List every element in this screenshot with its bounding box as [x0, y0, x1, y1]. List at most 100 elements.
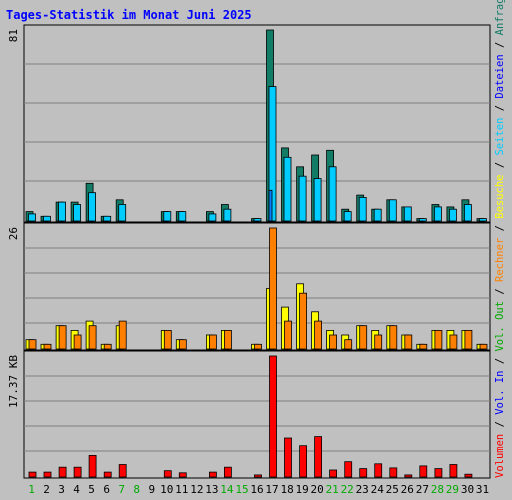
bar [284, 320, 292, 350]
bar [299, 292, 308, 350]
panel-frame [23, 350, 491, 479]
bar [314, 320, 323, 350]
bar [88, 192, 96, 222]
x-tick-label: 29 [446, 483, 459, 496]
x-tick-label: 25 [386, 483, 399, 496]
panel-max-label: 81 [7, 29, 20, 42]
legend-separator: / [494, 352, 506, 371]
x-tick-label: 10 [160, 483, 173, 496]
bar [223, 329, 232, 350]
bar [208, 213, 217, 222]
x-tick-label: 7 [118, 483, 125, 496]
bar [359, 325, 368, 350]
bar [28, 339, 37, 350]
x-tick-label: 13 [205, 483, 218, 496]
x-tick-label: 30 [461, 483, 474, 496]
bar [359, 468, 368, 478]
bar [223, 208, 232, 222]
bar [163, 329, 172, 350]
bar [178, 472, 187, 478]
x-tick-label: 28 [431, 483, 444, 496]
bar [254, 343, 262, 350]
bar [373, 208, 382, 222]
bar [43, 215, 51, 222]
chart-panels: 81 26 17.37 KB [7, 24, 491, 479]
bar [208, 471, 217, 478]
bar [284, 437, 292, 478]
bar [419, 343, 428, 350]
bar [314, 436, 323, 478]
legend-entry: Volumen [494, 434, 506, 478]
bar [103, 471, 112, 478]
bar [389, 325, 398, 350]
bar [88, 454, 97, 478]
x-tick-label: 16 [250, 483, 263, 496]
x-tick-label: 3 [58, 483, 65, 496]
bar [328, 166, 337, 222]
bar [329, 334, 338, 350]
bar [344, 461, 353, 478]
x-tick-label: 22 [341, 483, 354, 496]
bar [269, 227, 277, 350]
bar [374, 463, 383, 478]
x-tick-label: 9 [148, 483, 155, 496]
x-tick-label: 26 [401, 483, 414, 496]
bar [268, 86, 277, 222]
x-tick-label: 24 [371, 483, 385, 496]
bar [73, 204, 81, 222]
panel-visits: 26 [7, 222, 491, 351]
bar [43, 471, 52, 478]
bar [58, 325, 67, 350]
panel-max-label: 17.37 KB [7, 355, 20, 408]
bar [58, 201, 66, 222]
bar [178, 211, 187, 222]
bar [298, 175, 307, 222]
legend-separator: / [494, 282, 506, 301]
bar [269, 355, 277, 478]
bar [268, 189, 273, 222]
bar [418, 218, 427, 222]
bar [118, 320, 127, 350]
bar [404, 474, 413, 478]
bar [253, 218, 262, 222]
bar [118, 204, 127, 222]
panel-requests: 81 [7, 24, 491, 223]
bar [433, 206, 442, 222]
x-tick-label: 5 [88, 483, 95, 496]
series-rechner [28, 227, 488, 350]
bar [88, 325, 97, 350]
panel-max-label: 26 [7, 227, 20, 240]
bar [223, 466, 232, 478]
bar [434, 468, 443, 478]
bar [163, 470, 172, 478]
bar [73, 334, 82, 350]
x-tick-label: 1 [28, 483, 35, 496]
x-tick-label: 11 [175, 483, 188, 496]
x-tick-label: 18 [280, 483, 293, 496]
bar [283, 156, 292, 222]
legend-separator: / [494, 415, 506, 434]
chart-title: Tages-Statistik im Monat Juni 2025 [6, 8, 252, 22]
bar [343, 211, 352, 222]
x-tick-label: 12 [190, 483, 203, 496]
bar [254, 474, 262, 478]
legend-entry: Besuche [494, 174, 506, 218]
bar [389, 467, 398, 478]
bar [163, 211, 172, 222]
bar [479, 343, 488, 350]
legend-entry: Seiten [494, 118, 506, 156]
bar [299, 445, 308, 478]
x-tick-label: 6 [103, 483, 110, 496]
x-tick-label: 20 [310, 483, 323, 496]
bar [28, 213, 36, 222]
x-tick-label: 21 [326, 483, 339, 496]
chart-legend: Volumen / Vol. In / Vol. Out / Rechner /… [494, 0, 506, 478]
bar [419, 465, 428, 478]
x-tick-label: 19 [295, 483, 308, 496]
legend-text: Volumen / Vol. In / Vol. Out / Rechner /… [494, 0, 506, 478]
bar [464, 329, 473, 350]
bar [58, 466, 67, 478]
bar [463, 204, 472, 222]
panel-volume: 17.37 KB [7, 350, 491, 479]
